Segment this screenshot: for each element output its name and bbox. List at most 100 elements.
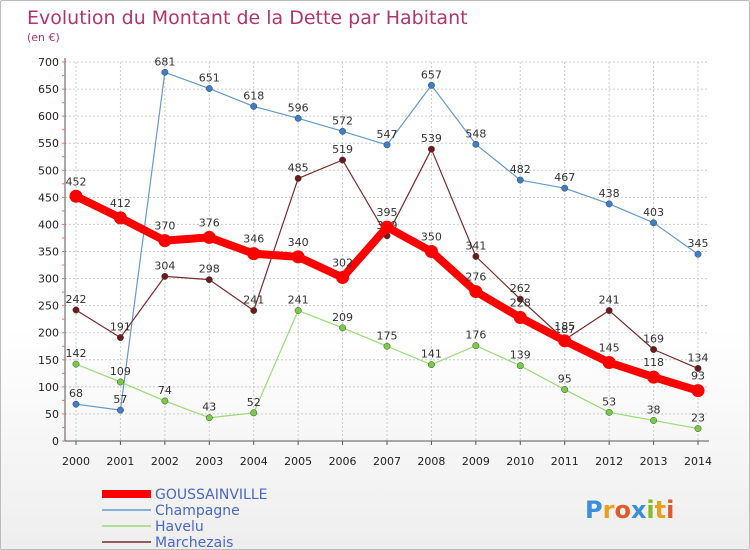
- data-label: 467: [554, 171, 575, 184]
- data-label: 241: [599, 294, 620, 307]
- legend-label: GOUSSAINVILLE: [155, 487, 267, 503]
- y-tick-label: 400: [38, 218, 59, 231]
- y-tick-label: 150: [38, 354, 59, 367]
- data-point: [650, 416, 658, 424]
- data-label: 38: [647, 403, 661, 416]
- data-point: [116, 406, 124, 414]
- y-tick-label: 600: [38, 110, 59, 123]
- data-label: 618: [243, 89, 264, 102]
- x-tick-label: 2013: [640, 455, 668, 468]
- x-tick-label: 2002: [151, 455, 179, 468]
- chart-title: Evolution du Montant de la Dette par Hab…: [27, 7, 468, 29]
- data-label: 681: [154, 55, 175, 68]
- data-point: [158, 234, 172, 248]
- axes: [62, 58, 709, 445]
- data-point: [250, 102, 258, 110]
- data-point: [339, 127, 347, 135]
- data-point: [202, 230, 216, 244]
- data-point: [561, 386, 569, 394]
- data-label: 345: [688, 237, 709, 250]
- data-label: 340: [288, 236, 309, 249]
- data-point: [250, 409, 258, 417]
- data-label: 482: [510, 163, 531, 176]
- data-point: [516, 295, 524, 303]
- data-point: [205, 414, 213, 422]
- data-label: 118: [643, 356, 664, 369]
- x-tick-label: 2007: [373, 455, 401, 468]
- data-label: 412: [110, 197, 131, 210]
- data-point: [380, 220, 394, 234]
- y-tick-label: 250: [38, 300, 59, 313]
- data-point: [605, 200, 613, 208]
- data-point: [72, 306, 80, 314]
- data-label: 176: [465, 329, 486, 342]
- x-tick-label: 2011: [551, 455, 579, 468]
- x-tick-label: 2014: [684, 455, 712, 468]
- y-tick-label: 300: [38, 273, 59, 286]
- data-label: 304: [154, 259, 175, 272]
- data-label: 350: [421, 231, 442, 244]
- data-point: [472, 140, 480, 148]
- data-label: 145: [599, 341, 620, 354]
- data-label: 572: [332, 114, 353, 127]
- x-tick-label: 2005: [284, 455, 312, 468]
- x-tick-label: 2010: [506, 455, 534, 468]
- data-point: [650, 219, 658, 227]
- data-point: [605, 307, 613, 314]
- logo-text: Proxiti: [585, 496, 674, 524]
- x-tick-label: 2009: [462, 455, 490, 468]
- data-label: 376: [199, 216, 220, 229]
- y-tick-label: 450: [38, 191, 59, 204]
- data-label: 262: [510, 282, 531, 295]
- data-label: 539: [421, 132, 442, 145]
- data-point: [427, 145, 435, 153]
- data-label: 191: [110, 321, 131, 334]
- data-label: 93: [691, 370, 705, 383]
- legend-label: Havelu: [155, 519, 204, 535]
- data-label: 175: [377, 329, 398, 342]
- data-point: [694, 425, 702, 432]
- data-label: 209: [332, 311, 353, 324]
- data-label: 241: [288, 294, 309, 307]
- data-point: [558, 334, 572, 348]
- y-tick-label: 200: [38, 327, 59, 340]
- data-point: [72, 400, 80, 408]
- data-point: [116, 378, 124, 386]
- data-point: [427, 361, 435, 369]
- data-point: [691, 384, 705, 398]
- data-label: 596: [288, 101, 309, 114]
- data-label: 43: [202, 401, 216, 414]
- data-label: 341: [465, 239, 486, 252]
- data-label: 52: [247, 396, 261, 409]
- legend-label: Champagne: [155, 503, 240, 519]
- data-label: 395: [377, 206, 398, 219]
- data-label: 302: [332, 256, 353, 269]
- data-point: [513, 311, 527, 325]
- data-label: 370: [154, 220, 175, 233]
- data-point: [605, 408, 613, 416]
- data-label: 187: [554, 323, 575, 336]
- data-point: [472, 342, 480, 350]
- data-label: 185: [554, 320, 575, 333]
- data-point: [116, 334, 124, 342]
- data-point: [516, 362, 524, 370]
- data-label: 452: [66, 175, 87, 188]
- x-tick-label: 2001: [106, 455, 134, 468]
- data-label: 241: [243, 294, 264, 307]
- data-point: [205, 276, 213, 284]
- x-tick-label: 2000: [62, 455, 90, 468]
- data-label: 485: [288, 161, 309, 174]
- series-havelu: 142 109 74 43 52 241 209 175 141 176 139 95 53 38 23: [66, 294, 705, 432]
- data-label: 23: [691, 412, 705, 425]
- data-point: [427, 81, 435, 89]
- data-point: [161, 68, 169, 76]
- data-point: [424, 245, 438, 258]
- x-tick-labels: 2000 2001 2002 2003 2004 2005 2006 2007 2008 2009…: [62, 455, 712, 468]
- data-label: 651: [199, 72, 220, 85]
- data-label: 139: [510, 349, 531, 362]
- data-label: 57: [113, 393, 127, 406]
- data-label: 109: [110, 365, 131, 378]
- data-label: 657: [421, 68, 442, 81]
